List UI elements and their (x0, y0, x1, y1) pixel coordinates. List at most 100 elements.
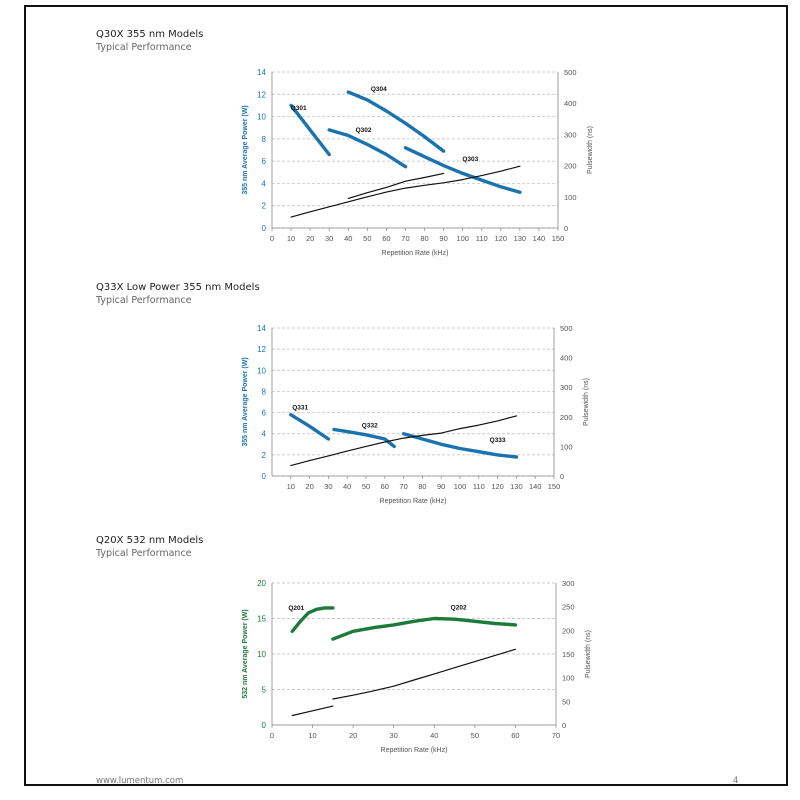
x-tick-label: 40 (344, 234, 352, 243)
series-line-q202 (331, 616, 518, 641)
series-label: Q302 (356, 127, 372, 134)
y2-tick-label: 0 (560, 472, 564, 481)
x-tick-label: 0 (270, 731, 274, 740)
x-axis-title: Repetition Rate (kHz) (380, 498, 447, 505)
x-tick-label: 70 (399, 482, 407, 491)
x-tick-label: 100 (454, 482, 467, 491)
series-line-q301 (289, 103, 331, 157)
x-tick-label: 50 (471, 731, 479, 740)
y2-axis-title: Pulsewidth (ns) (587, 126, 594, 174)
x-tick-label: 140 (533, 234, 546, 243)
series-label: Q304 (371, 86, 387, 93)
x-tick-label: 140 (529, 482, 542, 491)
x-tick-label: 90 (437, 482, 445, 491)
y2-tick-label: 500 (564, 68, 577, 77)
y-tick-label: 10 (257, 650, 266, 659)
y-tick-label: 20 (257, 579, 266, 588)
section-subtitle-q30x: Typical Performance (96, 42, 192, 53)
y-tick-label: 10 (257, 113, 266, 122)
footer-website: www.lumentum.com (96, 776, 184, 786)
series-line-q303 (403, 146, 522, 195)
section-title-q33x: Q33X Low Power 355 nm Models (96, 282, 260, 293)
y2-tick-label: 100 (560, 442, 573, 451)
y-tick-label: 8 (262, 387, 267, 396)
y2-tick-label: 200 (562, 626, 575, 635)
pulsewidth-line (291, 705, 334, 717)
y-tick-label: 6 (262, 157, 267, 166)
series-line-q304 (346, 90, 446, 153)
y-tick-label: 12 (257, 345, 266, 354)
pulsewidth-line (290, 165, 521, 218)
series-label: Q333 (490, 437, 506, 444)
x-tick-label: 0 (270, 234, 274, 243)
series-label: Q303 (462, 156, 478, 163)
series-label: Q331 (292, 404, 308, 411)
y2-tick-label: 100 (564, 193, 577, 202)
y2-axis-title: Pulsewidth (ns) (583, 378, 590, 426)
pulsewidth-line (332, 648, 516, 700)
y2-tick-label: 0 (564, 224, 568, 233)
x-tick-label: 20 (306, 234, 314, 243)
y2-tick-label: 0 (562, 721, 566, 730)
y-tick-label: 4 (262, 430, 267, 439)
y2-tick-label: 300 (560, 383, 573, 392)
x-tick-label: 130 (514, 234, 527, 243)
y2-axis-title: Pulsewidth (ns) (585, 630, 592, 678)
y-axis-title: 355 nm Average Power (W) (242, 357, 249, 446)
y-tick-label: 2 (262, 451, 267, 460)
x-tick-label: 20 (305, 482, 313, 491)
x-tick-label: 30 (390, 731, 398, 740)
x-tick-label: 80 (418, 482, 426, 491)
x-tick-label: 20 (349, 731, 357, 740)
series-label: Q201 (288, 605, 304, 612)
x-tick-label: 120 (495, 234, 508, 243)
section-subtitle-q20x: Typical Performance (96, 548, 192, 559)
x-tick-label: 30 (325, 234, 333, 243)
x-tick-label: 60 (381, 482, 389, 491)
series-line-q332 (332, 427, 396, 449)
series-line-q201 (290, 606, 335, 633)
pulsewidth-line (347, 172, 445, 199)
y-axis-title: 532 nm Average Power (W) (242, 609, 249, 698)
y2-tick-label: 250 (562, 603, 575, 612)
x-tick-label: 40 (430, 731, 438, 740)
pulsewidth-line (290, 415, 517, 467)
y2-tick-label: 50 (562, 697, 570, 706)
x-tick-label: 50 (362, 482, 370, 491)
x-tick-label: 60 (511, 731, 519, 740)
y-tick-label: 8 (262, 135, 267, 144)
y2-tick-label: 500 (560, 324, 573, 333)
x-tick-label: 10 (308, 731, 316, 740)
y-tick-label: 15 (257, 615, 266, 624)
y2-tick-label: 100 (562, 674, 575, 683)
series-line-q302 (327, 128, 408, 169)
y-tick-label: 0 (262, 472, 267, 481)
x-tick-label: 10 (287, 234, 295, 243)
series-label: Q202 (451, 604, 467, 611)
y2-tick-label: 300 (562, 579, 575, 588)
y2-tick-label: 400 (560, 354, 573, 363)
y2-tick-label: 300 (564, 130, 577, 139)
section-title-q20x: Q20X 532 nm Models (96, 535, 204, 546)
series-label: Q301 (291, 105, 307, 112)
y-tick-label: 10 (257, 366, 266, 375)
x-tick-label: 100 (456, 234, 469, 243)
series-line-q333 (401, 431, 519, 459)
y2-tick-label: 150 (562, 650, 575, 659)
x-tick-label: 80 (420, 234, 428, 243)
x-tick-label: 40 (343, 482, 351, 491)
y-tick-label: 2 (262, 202, 267, 211)
x-tick-label: 90 (439, 234, 447, 243)
x-axis-title: Repetition Rate (kHz) (381, 747, 448, 754)
y-tick-label: 0 (262, 721, 267, 730)
y2-tick-label: 200 (564, 162, 577, 171)
x-tick-label: 110 (473, 482, 485, 491)
x-tick-label: 70 (401, 234, 409, 243)
x-tick-label: 10 (287, 482, 295, 491)
y-tick-label: 0 (262, 224, 267, 233)
y-tick-label: 4 (262, 179, 267, 188)
chart-q30x: 0 2 4 6 8 10 12 14 0 100 200 300 400 500 0 10 20 30 40 50 60… (230, 64, 610, 257)
y-axis-title: 355 nm Average Power (W) (242, 105, 249, 194)
y2-tick-label: 400 (564, 99, 577, 108)
